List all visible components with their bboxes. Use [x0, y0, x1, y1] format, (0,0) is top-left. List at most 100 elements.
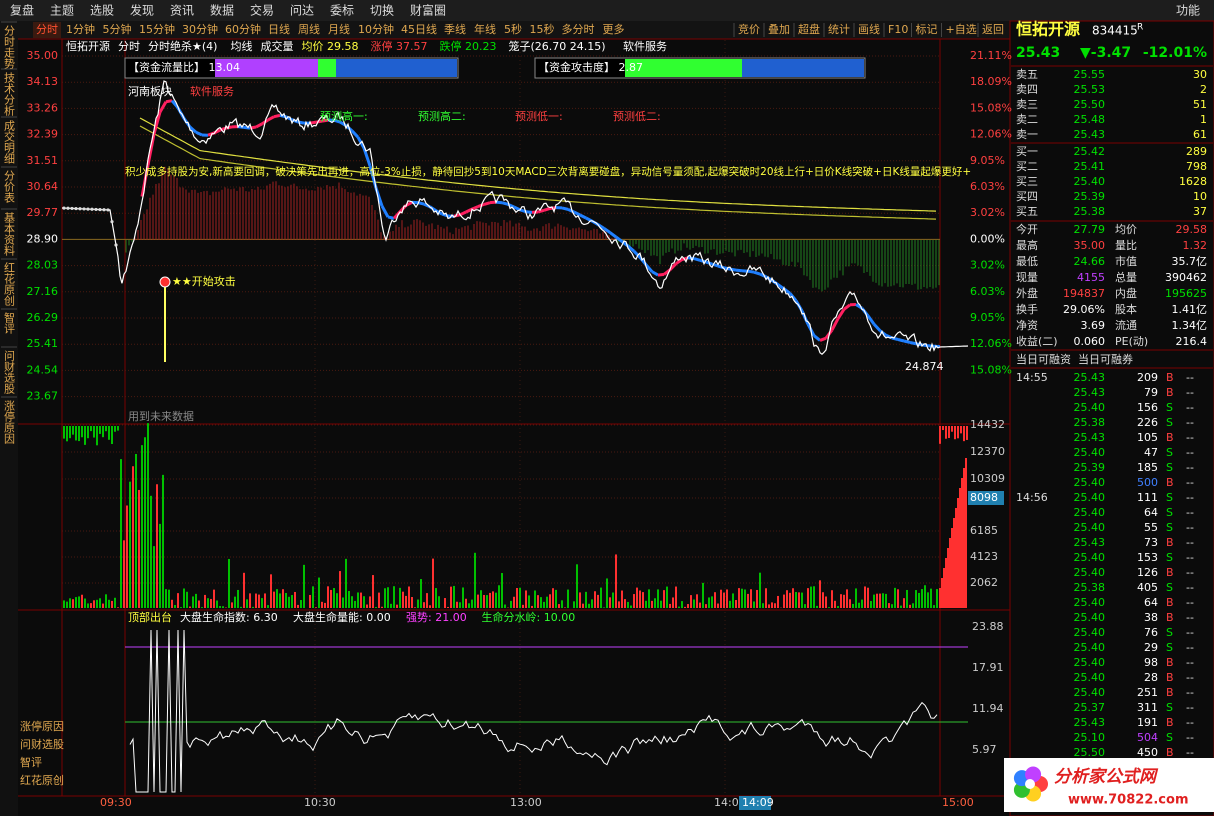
toolbar-button[interactable]: F10 [888, 23, 908, 36]
tick-volume: 185 [1137, 461, 1158, 474]
book-label: 买二 [1016, 160, 1038, 173]
book-price: 25.55 [1074, 68, 1106, 81]
time-label: 10:30 [304, 796, 336, 809]
book-volume: 1628 [1179, 175, 1207, 188]
ma-segment [273, 113, 281, 119]
toolbar-button[interactable]: 超盘 [798, 22, 820, 36]
menu-item[interactable]: 主题 [50, 4, 74, 18]
menu-item[interactable]: 复盘 [10, 3, 34, 18]
tick-volume: 73 [1144, 536, 1158, 549]
period-tab[interactable]: 更多 [603, 22, 625, 36]
period-tab[interactable]: 15秒 [530, 22, 555, 36]
sidebar-link[interactable]: 问财选股 [20, 737, 64, 751]
period-tab[interactable]: 分时 [36, 23, 58, 36]
menu-item[interactable]: 功能 [1176, 4, 1200, 18]
flow-seg [318, 59, 336, 77]
pre-dot [66, 206, 70, 210]
book-label: 卖三 [1016, 98, 1038, 111]
toolbar-button[interactable]: 标记 [916, 22, 938, 36]
sidebar-tab[interactable]: 分时走势 [3, 25, 16, 69]
period-tab[interactable]: 5秒 [504, 22, 522, 36]
period-tab[interactable]: 60分钟 [225, 22, 261, 36]
menu-item[interactable]: 委标 [330, 4, 354, 18]
menu-item[interactable]: 资讯 [170, 4, 194, 18]
period-tab[interactable]: 年线 [474, 22, 496, 36]
period-tab[interactable]: 日线 [268, 22, 290, 36]
sidebar-link[interactable]: 红花原创 [20, 774, 64, 787]
ma-segment [471, 205, 479, 211]
change: ▼-3.47 [1080, 45, 1131, 61]
chart-header: 均线 [231, 39, 253, 53]
menu-item[interactable]: 交易 [250, 3, 274, 18]
ma-segment [675, 258, 683, 265]
menu-item[interactable]: 发现 [130, 3, 154, 18]
tick-side: S [1166, 551, 1173, 564]
tick-side: B [1166, 371, 1174, 384]
sidebar-link[interactable]: 智评 [20, 755, 42, 769]
tick-volume: 111 [1137, 491, 1158, 504]
ma-segment [819, 336, 827, 342]
menu-item[interactable]: 财富圈 [410, 3, 446, 18]
menu-item[interactable]: 选股 [90, 4, 114, 18]
menu-item[interactable]: 问达 [290, 4, 314, 18]
menu-item[interactable]: 数据 [210, 3, 234, 18]
period-tab[interactable]: 季线 [444, 22, 466, 36]
period-tab[interactable]: 周线 [298, 22, 320, 36]
toolbar-button[interactable]: 叠加 [768, 23, 790, 36]
toolbar-button[interactable]: 统计 [828, 23, 850, 36]
menu-item[interactable]: 切换 [370, 4, 394, 18]
period-tab[interactable]: 30分钟 [182, 22, 218, 36]
sidebar-tab[interactable]: 基本资料 [3, 212, 16, 257]
toolbar-button[interactable]: 返回 [982, 23, 1004, 36]
ma-segment [872, 323, 882, 332]
tick-flag: -- [1186, 431, 1194, 444]
period-tab[interactable]: 1分钟 [66, 22, 95, 36]
ma-segment [543, 207, 551, 212]
period-tab[interactable]: 月线 [328, 22, 350, 36]
tick-price: 25.40 [1074, 596, 1106, 609]
tick-volume: 153 [1137, 551, 1158, 564]
ma-segment [315, 119, 323, 124]
tick-price: 25.43 [1074, 431, 1106, 444]
tick-side: S [1166, 701, 1173, 714]
period-tab[interactable]: 45日线 [401, 22, 437, 36]
period-tab[interactable]: 多分时 [562, 22, 595, 36]
period-tab[interactable]: 15分钟 [139, 22, 175, 36]
toolbar-button[interactable]: 画线 [858, 22, 880, 36]
pre-dot [62, 206, 66, 210]
ma-segment [909, 341, 917, 346]
sidebar-tab[interactable]: 技术分析 [3, 72, 16, 117]
toolbar-button[interactable]: +自选 [946, 23, 977, 36]
price-axis-label: 35.00 [27, 49, 59, 62]
period-tab[interactable]: 5分钟 [103, 22, 132, 36]
sidebar-tab[interactable]: 成交明细 [3, 120, 16, 164]
sidebar-tab[interactable]: 红花原创 [3, 262, 16, 307]
ma-segment [615, 235, 623, 243]
finance-tab[interactable]: 当日可融资 [1016, 352, 1071, 366]
finance-tab[interactable]: 当日可融券 [1078, 352, 1133, 366]
tick-price: 25.38 [1074, 416, 1106, 429]
tick-side: B [1166, 536, 1174, 549]
percent-axis-label: 3.02% [970, 206, 1005, 219]
tick-price: 25.40 [1074, 401, 1106, 414]
stat-label: 换手 [1016, 302, 1038, 316]
tick-volume: 29 [1144, 641, 1158, 654]
tick-volume: 55 [1144, 521, 1158, 534]
ma-segment [897, 338, 905, 343]
ma-segment [350, 129, 360, 139]
sidebar-tab[interactable]: 涨停原因 [3, 400, 16, 445]
tick-volume: 450 [1137, 746, 1158, 759]
sidebar-link[interactable]: 涨停原因 [20, 719, 64, 733]
book-price: 25.41 [1074, 160, 1106, 173]
forecast-label: 预测低一: [515, 110, 563, 123]
sidebar-tab[interactable]: 问财选股 [3, 350, 16, 395]
tick-price: 25.40 [1074, 656, 1106, 669]
pre-dot [106, 208, 110, 212]
toolbar-button[interactable]: 竞价 [738, 22, 760, 36]
percent-axis-label: 9.05% [970, 154, 1005, 167]
price-axis-label: 26.29 [27, 311, 59, 324]
sidebar-tab[interactable]: 分价表 [3, 170, 16, 204]
book-volume: 37 [1193, 205, 1207, 218]
period-tab[interactable]: 10分钟 [358, 22, 394, 36]
sidebar-tab[interactable]: 智评 [3, 311, 16, 335]
